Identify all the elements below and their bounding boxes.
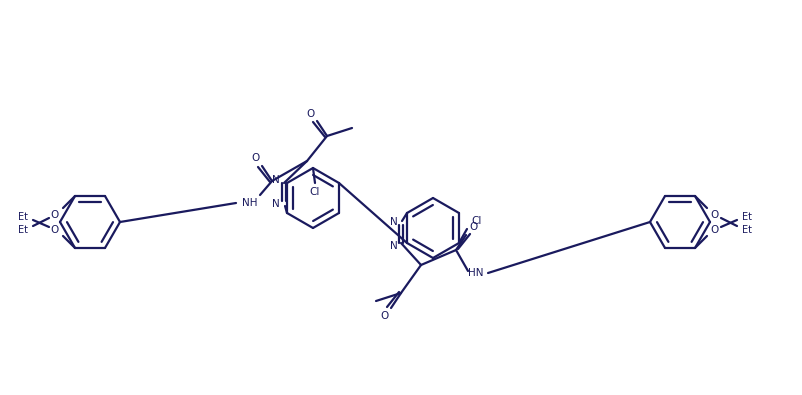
Text: NH: NH [242,198,257,208]
Text: N: N [390,241,398,251]
Text: O: O [710,210,719,220]
Text: HN: HN [468,268,483,278]
Text: O: O [306,109,314,119]
Text: N: N [390,217,398,227]
Text: N: N [272,175,280,185]
Text: O: O [379,311,387,321]
Text: O: O [468,222,476,232]
Text: O: O [51,210,59,220]
Text: O: O [51,225,59,235]
Text: O: O [710,225,719,235]
Text: Et: Et [741,212,751,222]
Text: N: N [272,199,280,209]
Text: Et: Et [741,225,751,235]
Text: Cl: Cl [310,187,320,197]
Text: Et: Et [18,212,28,222]
Text: O: O [250,153,259,163]
Text: Et: Et [18,225,28,235]
Text: Cl: Cl [472,216,481,226]
